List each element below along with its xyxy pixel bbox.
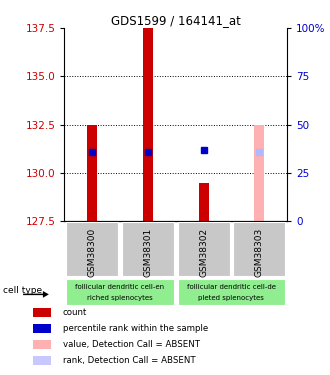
Bar: [33, 324, 51, 333]
Text: value, Detection Call = ABSENT: value, Detection Call = ABSENT: [63, 340, 200, 349]
Title: GDS1599 / 164141_at: GDS1599 / 164141_at: [111, 14, 241, 27]
Bar: [33, 340, 51, 350]
Text: rank, Detection Call = ABSENT: rank, Detection Call = ABSENT: [63, 356, 195, 365]
Text: cell type: cell type: [3, 286, 43, 295]
Text: percentile rank within the sample: percentile rank within the sample: [63, 324, 208, 333]
Bar: [178, 279, 285, 304]
Text: count: count: [63, 308, 87, 317]
Bar: [143, 28, 153, 221]
Bar: [199, 183, 209, 221]
Text: GSM38301: GSM38301: [143, 228, 152, 277]
Text: pleted splenocytes: pleted splenocytes: [198, 295, 264, 301]
Bar: [87, 124, 97, 221]
Bar: [33, 308, 51, 317]
Text: GSM38303: GSM38303: [255, 228, 264, 277]
Text: follicular dendritic cell-en: follicular dendritic cell-en: [76, 284, 165, 290]
Bar: [66, 279, 174, 304]
Bar: [33, 356, 51, 365]
Bar: [254, 124, 264, 221]
Bar: [178, 222, 230, 276]
Text: GSM38302: GSM38302: [199, 228, 208, 277]
Bar: [122, 222, 174, 276]
Text: riched splenocytes: riched splenocytes: [87, 295, 153, 301]
Bar: [233, 222, 285, 276]
Text: follicular dendritic cell-de: follicular dendritic cell-de: [187, 284, 276, 290]
Text: GSM38300: GSM38300: [88, 228, 97, 277]
Bar: [66, 222, 118, 276]
